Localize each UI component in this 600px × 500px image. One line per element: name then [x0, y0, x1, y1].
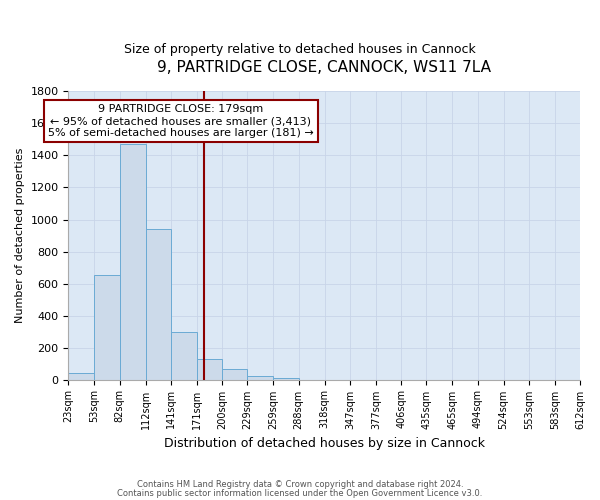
Bar	[146, 230, 171, 380]
Bar	[171, 332, 197, 380]
Bar	[274, 378, 299, 380]
Text: 9 PARTRIDGE CLOSE: 179sqm
← 95% of detached houses are smaller (3,413)
5% of sem: 9 PARTRIDGE CLOSE: 179sqm ← 95% of detac…	[48, 104, 314, 138]
Title: 9, PARTRIDGE CLOSE, CANNOCK, WS11 7LA: 9, PARTRIDGE CLOSE, CANNOCK, WS11 7LA	[157, 60, 491, 75]
Bar	[119, 144, 146, 380]
Text: Contains HM Land Registry data © Crown copyright and database right 2024.: Contains HM Land Registry data © Crown c…	[137, 480, 463, 489]
Bar	[68, 373, 94, 380]
Bar	[222, 369, 247, 380]
Y-axis label: Number of detached properties: Number of detached properties	[15, 148, 25, 323]
Bar	[247, 376, 274, 380]
Bar	[94, 274, 119, 380]
Bar	[197, 359, 222, 380]
Text: Size of property relative to detached houses in Cannock: Size of property relative to detached ho…	[124, 42, 476, 56]
Text: Contains public sector information licensed under the Open Government Licence v3: Contains public sector information licen…	[118, 488, 482, 498]
X-axis label: Distribution of detached houses by size in Cannock: Distribution of detached houses by size …	[164, 437, 485, 450]
